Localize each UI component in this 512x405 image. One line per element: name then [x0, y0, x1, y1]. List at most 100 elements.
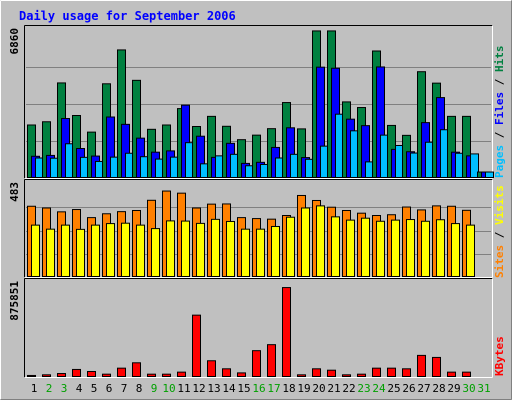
- bar-kbytes-day-27: [417, 354, 426, 377]
- bar-kbytes-day-20: [312, 368, 321, 377]
- x-tick-label: 29: [447, 382, 460, 395]
- bar-sites-day-27: [421, 220, 430, 277]
- x-tick-label: 24: [372, 382, 386, 395]
- bar-kbytes-day-11: [177, 371, 186, 377]
- legend-part: /: [493, 225, 506, 245]
- bar-sites-day-22: [346, 219, 355, 278]
- x-tick-label: 7: [121, 382, 128, 395]
- bar-sites-day-13: [211, 218, 220, 278]
- x-tick-label: 20: [312, 382, 325, 395]
- bar-kbytes-day-23: [357, 373, 366, 377]
- x-tick-label: 17: [267, 382, 280, 395]
- bar-sites-day-20: [316, 205, 325, 277]
- bar-sites-day-29: [451, 223, 460, 278]
- bar-kbytes-day-7: [117, 367, 126, 377]
- x-tick-label: 10: [162, 382, 175, 395]
- bar-sites-day-18: [286, 216, 295, 278]
- bar-kbytes-day-28: [432, 356, 441, 378]
- x-tick-label: 31: [477, 382, 490, 395]
- bar-kbytes-day-16: [252, 350, 261, 377]
- x-tick-label: 16: [252, 382, 265, 395]
- bar-kbytes-day-19: [297, 374, 306, 377]
- x-tick-label: 12: [192, 382, 205, 395]
- bar-sites-day-19: [301, 207, 310, 277]
- bar-kbytes-day-21: [327, 369, 336, 378]
- x-tick-label: 27: [417, 382, 430, 395]
- bar-sites-day-6: [106, 223, 115, 278]
- bar-kbytes-day-17: [267, 344, 276, 377]
- bar-kbytes-day-5: [87, 370, 96, 377]
- bar-kbytes-day-10: [162, 373, 171, 377]
- x-tick-label: 15: [237, 382, 250, 395]
- bar-sites-day-21: [331, 216, 340, 277]
- bar-kbytes-day-9: [147, 373, 156, 377]
- bar-kbytes-day-14: [222, 368, 231, 377]
- x-tick-label: 5: [91, 382, 98, 395]
- x-tick-label: 26: [402, 382, 415, 395]
- x-tick-label: 3: [61, 382, 68, 395]
- x-tick-label: 30: [462, 382, 475, 395]
- bar-sites-day-14: [226, 220, 235, 278]
- x-tick-label: 4: [76, 382, 83, 395]
- x-tick-label: 19: [297, 382, 310, 395]
- panel-legend-label: Sites / Visits: [493, 185, 506, 278]
- x-axis-labels: 1 2 3 4 5 6 7 8 9 10 11 12 13 14 15 16 17 18 19 20 21 22 23 24 2…: [31, 382, 491, 395]
- x-tick-label: 9: [151, 382, 158, 395]
- bar-kbytes-day-2: [42, 374, 51, 377]
- bar-sites-day-15: [241, 228, 250, 277]
- bar-kbytes-day-8: [132, 362, 141, 378]
- x-tick-label: 23: [357, 382, 370, 395]
- legend-part: KBytes: [493, 336, 506, 376]
- x-tick-label: 18: [282, 382, 295, 395]
- bar-sites-day-1: [31, 224, 40, 278]
- bar-kbytes-day-3: [57, 373, 66, 377]
- legend-part: Visits: [493, 185, 506, 225]
- x-tick-label: 25: [387, 382, 400, 395]
- bar-kbytes-day-30: [462, 371, 471, 377]
- bar-sites-day-12: [196, 222, 205, 277]
- y-max-label: 483: [8, 182, 21, 202]
- bar-sites-day-23: [361, 217, 370, 277]
- legend-part: Hits: [493, 46, 506, 73]
- bar-sites-day-4: [76, 228, 85, 278]
- panel-legend-label: Pages / Files / Hits: [493, 46, 506, 179]
- y-max-label: 6860: [8, 28, 21, 55]
- x-tick-label: 13: [207, 382, 220, 395]
- bar-sites-day-3: [61, 224, 70, 278]
- bar-sites-day-11: [181, 220, 190, 277]
- legend-part: /: [493, 72, 506, 92]
- bar-sites-day-16: [256, 228, 265, 277]
- bar-sites-day-5: [91, 224, 100, 278]
- x-tick-label: 6: [106, 382, 113, 395]
- bar-sites-day-9: [151, 228, 160, 278]
- bar-sites-day-7: [121, 222, 130, 277]
- legend-part: /: [493, 125, 506, 145]
- bar-kbytes-day-25: [387, 367, 396, 377]
- x-tick-label: 28: [432, 382, 445, 395]
- x-tick-label: 11: [177, 382, 190, 395]
- panel-hits_files_pages: 6860 Pages / Files / Hits: [8, 25, 506, 179]
- bar-sites-day-24: [376, 220, 385, 277]
- bar-kbytes-day-12: [192, 314, 201, 378]
- y-max-label: 875851: [8, 281, 21, 321]
- panel-legend-label: KBytes: [493, 336, 506, 376]
- bar-kbytes-day-15: [237, 372, 246, 378]
- x-tick-label: 22: [342, 382, 355, 395]
- legend-part: Sites: [493, 245, 506, 278]
- bar-kbytes-day-29: [447, 371, 456, 377]
- bar-sites-day-2: [46, 228, 55, 277]
- bar-kbytes-day-13: [207, 360, 216, 377]
- bar-pages-day-31: [485, 171, 494, 178]
- bar-sites-day-30: [466, 224, 475, 278]
- bar-sites-day-8: [136, 224, 145, 278]
- bar-kbytes-day-1: [27, 374, 36, 378]
- bar-kbytes-day-22: [342, 374, 351, 377]
- x-tick-label: 21: [327, 382, 340, 395]
- bar-sites-day-26: [406, 219, 415, 277]
- bar-kbytes-day-24: [372, 367, 381, 377]
- x-tick-label: 14: [222, 382, 236, 395]
- bar-kbytes-day-26: [402, 368, 411, 377]
